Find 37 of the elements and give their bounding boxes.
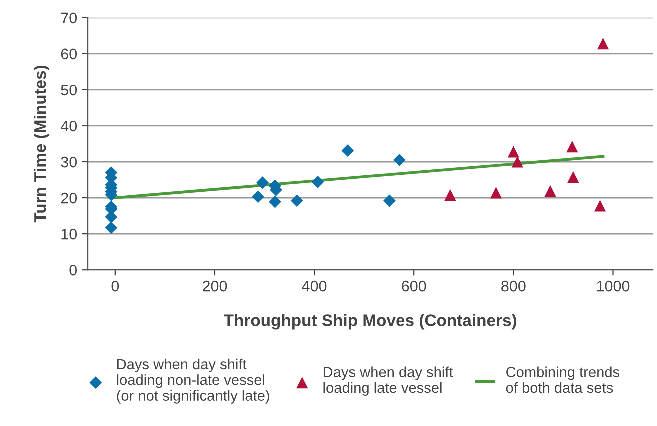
point (105, 222, 118, 234)
x-tick-label: 1000 (597, 280, 630, 292)
point (393, 154, 406, 166)
y-tick-label: 10 (62, 228, 78, 240)
y-tick-label: 60 (61, 48, 78, 60)
point (384, 194, 396, 208)
y-tick-label: 70 (61, 12, 78, 24)
point (512, 156, 524, 168)
point (508, 146, 520, 158)
y-tick-label: 40 (60, 120, 78, 132)
x-axis-title: Throughput Ship Moves (Containers) (224, 314, 516, 330)
point (342, 144, 354, 158)
legend-label: Combining trends of both data sets (506, 366, 620, 394)
point (597, 38, 610, 50)
point (566, 141, 578, 153)
y-tick-label: 0 (70, 264, 78, 276)
y-tick-label: 20 (61, 192, 78, 204)
point (594, 200, 606, 212)
point (312, 176, 324, 188)
x-tick-label: 0 (112, 280, 120, 292)
point (544, 185, 556, 197)
point (568, 171, 580, 183)
point (490, 187, 502, 199)
x-tick-label: 200 (203, 280, 228, 292)
x-tick-label: 600 (402, 280, 426, 292)
x-tick-label: 400 (302, 280, 327, 292)
point (252, 190, 264, 204)
y-tick-label: 30 (61, 156, 78, 168)
point (444, 189, 456, 201)
x-tick-label: 800 (502, 280, 526, 292)
point (256, 176, 269, 190)
y-tick-label: 50 (61, 84, 78, 96)
legend-label: Days when day shift loading non-late vessel (or not significantly late) (117, 358, 270, 404)
point (290, 194, 304, 208)
y-axis-title: Turn Time (Minutes) (34, 66, 50, 223)
legend-label: Days when day shift loading late vessel (324, 366, 454, 396)
point (269, 196, 282, 208)
